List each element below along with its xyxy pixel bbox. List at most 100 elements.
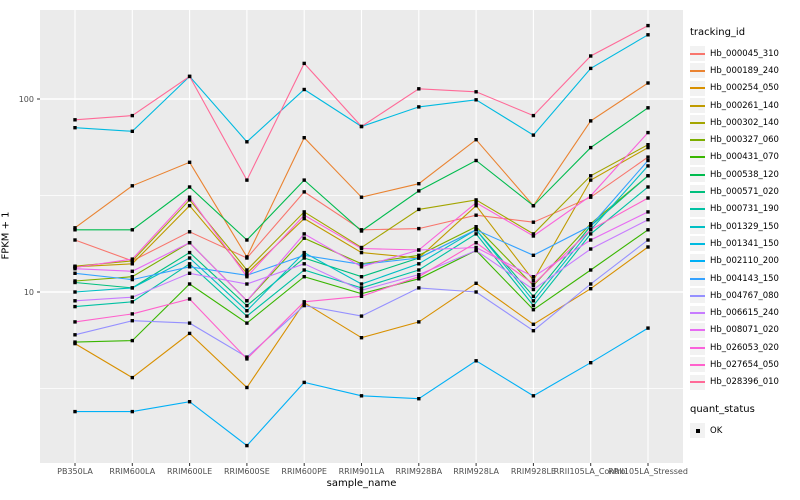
legend-item-label: Hb_000302_140 [710,117,779,128]
legend-item-label: Hb_001341_150 [710,238,779,249]
legend-key-swatch [690,167,705,183]
data-point [130,375,134,380]
data-point [531,232,536,236]
data-point [187,262,192,266]
legend-item-label: Hb_004143_150 [710,273,779,284]
line-swatch-icon [690,277,705,280]
legend-item-Hb_000431_070: Hb_000431_070 [690,149,800,166]
data-point [531,299,536,303]
data-point [589,232,593,236]
data-point [474,213,478,217]
data-point [589,361,593,365]
data-point [359,288,364,292]
legend-item-Hb_000254_050: Hb_000254_050 [690,80,800,97]
data-point [417,226,421,231]
data-point [130,312,134,316]
data-point [474,228,478,232]
data-point [73,290,77,294]
data-point [531,220,536,224]
line-swatch-icon [690,156,705,159]
axis-ticks [37,98,649,466]
data-point [130,275,134,279]
data-point [646,164,650,168]
data-point [130,409,134,414]
legend-key-swatch [690,46,705,62]
legend-key-swatch [690,98,705,114]
legend-item-Hb_000045_310: Hb_000045_310 [690,45,800,62]
line-swatch-icon [690,312,705,315]
line-swatch-icon [690,329,705,332]
legend-item-Hb_008071_020: Hb_008071_020 [690,322,800,339]
data-point [130,338,134,343]
legend: tracking_id Hb_000045_310 Hb_000189_240 Hb… [690,27,800,439]
data-point [417,320,421,324]
data-point [531,133,536,137]
legend-key-swatch [690,322,705,338]
data-point [646,326,650,330]
data-point [589,54,593,58]
legend-item-label: Hb_027654_050 [710,359,779,370]
legend-item-label: Hb_000261_140 [710,100,779,111]
data-point [531,282,536,286]
data-point [245,303,249,308]
data-point [73,340,77,344]
data-point [187,241,192,245]
legend-item-label: Hb_008071_020 [710,325,779,336]
data-point [474,225,478,229]
data-point [646,81,650,85]
data-point [302,216,306,221]
data-point [359,292,364,296]
data-point [302,178,306,182]
x-tick-label: RRIM901LA [339,467,385,476]
data-point [589,247,593,251]
x-tick-label: RRIM600LA [109,467,155,476]
data-point [359,394,364,398]
data-point [245,238,249,242]
data-point [73,228,77,232]
x-tick-label: RRII105LA_Control [554,467,628,476]
y-tick-label: 10 [24,288,34,297]
x-tick-label: RRIM600LE [167,467,212,476]
data-point [302,61,306,66]
data-point [589,282,593,286]
x-tick-label: PB350LA [57,467,93,476]
data-point [302,87,306,92]
legend-item-Hb_000189_240: Hb_000189_240 [690,62,800,79]
data-point [589,145,593,150]
data-point [187,265,192,269]
legend-item-Hb_027654_050: Hb_027654_050 [690,356,800,373]
data-point [245,275,249,279]
data-point [302,300,306,304]
line-swatch-icon [690,294,705,297]
data-point [417,272,421,277]
data-point [531,303,536,308]
legend-item-Hb_000302_140: Hb_000302_140 [690,114,800,131]
line-swatch-icon [690,260,705,263]
data-point [531,329,536,333]
data-point [130,113,134,118]
legend-item-Hb_004143_150: Hb_004143_150 [690,270,800,287]
data-point [187,331,192,336]
data-point [73,265,77,270]
axis-tick-labels: PB350LA RRIM600LA RRIM600LE RRIM600SE RRIM60… [19,95,688,476]
legend-item-Hb_000731_190: Hb_000731_190 [690,201,800,218]
legend-key-ok [690,423,705,439]
line-swatch-icon [690,242,705,245]
data-point [531,287,536,292]
data-point [187,160,192,164]
data-point [302,213,306,217]
data-point [73,299,77,303]
data-point [474,245,478,250]
legend-item-label: Hb_006615_240 [710,308,779,319]
data-point [130,184,134,188]
data-point [130,257,134,261]
line-swatch-icon [690,87,705,90]
legend-key-swatch [690,253,705,269]
data-point [589,228,593,232]
data-point [245,355,249,359]
line-swatch-icon [690,208,705,211]
data-point [359,195,364,199]
legend-quant-section: quant_status OK [690,404,800,439]
data-point [417,248,421,252]
legend-item-label: Hb_000571_020 [710,187,779,198]
